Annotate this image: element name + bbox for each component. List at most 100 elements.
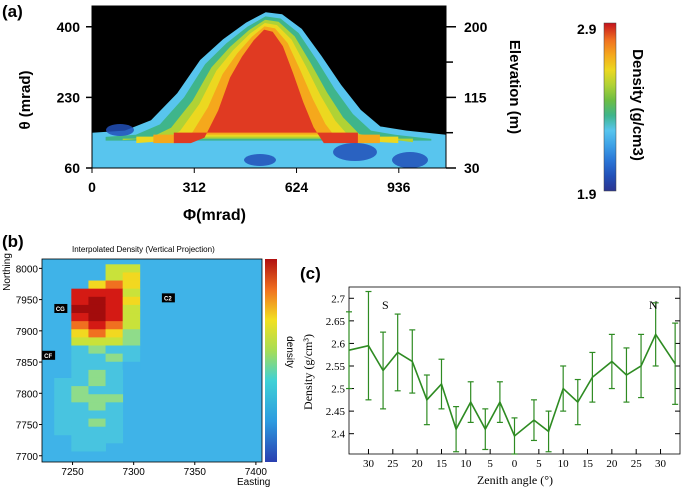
density-cell [88, 345, 106, 355]
density-cell [105, 402, 124, 411]
panel-b: (b) Interpolated Density (Vertical Proje… [2, 232, 295, 488]
density-cell [54, 418, 72, 428]
b-y-tick-label-7700: 7700 [16, 452, 39, 463]
panel-a-ylabel-right: Elevation (m) [506, 40, 523, 134]
density-cell [88, 402, 106, 411]
density-cell [71, 369, 89, 379]
density-cell [105, 321, 124, 330]
b-y-tick-label-7800: 7800 [16, 389, 39, 400]
c-x-tick-label: 15 [582, 458, 594, 470]
density-cell [122, 280, 141, 290]
density-cell [88, 280, 106, 290]
density-cell [105, 288, 124, 298]
series-line-density [348, 332, 676, 438]
density-cell [71, 313, 89, 322]
panel-b-title: Interpolated Density (Vertical Projectio… [72, 245, 215, 254]
density-cell [71, 345, 89, 355]
density-cell [105, 410, 124, 419]
colorbar-a-min: 1.9 [577, 186, 597, 202]
density-cell [71, 386, 89, 395]
a-x-tick-label-936: 936 [387, 179, 411, 195]
site-label-c2: C2 [164, 296, 172, 302]
density-cell [71, 426, 89, 436]
b-y-tick-label-7900: 7900 [16, 327, 39, 338]
panel-b-ylabel: Northing [2, 253, 13, 291]
panel-c-ylabel: Density (g/cm³) [301, 334, 315, 410]
density-cell [88, 361, 106, 371]
density-cell [105, 337, 124, 346]
c-x-tick-label: 10 [558, 458, 570, 470]
density-cell [122, 361, 141, 371]
density-cell [122, 345, 141, 355]
c-y-tick-label: 2.65 [326, 316, 346, 328]
b-x-tick-label-7250: 7250 [61, 467, 84, 478]
density-cell [122, 313, 141, 322]
a-x-tick-label-0: 0 [88, 179, 96, 195]
panel-a-density-map [92, 12, 446, 168]
panel-a-ticks: 0 312 624 936 400 230 60 200 115 30 [57, 19, 488, 195]
panel-c: (c) 2.4 2.45 2.5 2.55 2.6 2.65 2.7 30 25 20 15 10 5 0… [300, 264, 681, 487]
density-cell [105, 345, 124, 355]
density-cell [71, 410, 89, 419]
panel-a: (a) 0 312 624 936 400 230 60 200 115 30 Φ(mrad) θ… [2, 2, 646, 224]
c-x-tick-label: 20 [412, 458, 424, 470]
panel-c-series [346, 290, 679, 455]
c-x-tick-label: 0 [512, 458, 518, 470]
density-cell [105, 426, 124, 436]
density-cell [122, 353, 141, 363]
density-cell [105, 418, 124, 428]
density-cell [54, 386, 72, 395]
density-cell [105, 353, 124, 363]
density-cell [71, 337, 89, 346]
b-x-tick-label-7400: 7400 [245, 467, 268, 478]
c-y-tick-label: 2.55 [326, 361, 346, 373]
density-cell [71, 402, 89, 411]
panel-c-label: (c) [300, 264, 321, 283]
shell-red [173, 29, 358, 144]
density-cell [122, 264, 141, 273]
density-cell [105, 394, 124, 403]
c-y-tick-label: 2.6 [331, 338, 345, 350]
density-cell [122, 329, 141, 338]
site-label-cf: CF [44, 354, 52, 360]
a-yl-tick-label-400: 400 [57, 19, 81, 35]
c-x-tick-label: 5 [536, 458, 542, 470]
density-cell [122, 337, 141, 346]
density-cell [88, 313, 106, 322]
c-y-tick-label: 2.7 [331, 293, 345, 305]
a-yr-tick-label-200: 200 [464, 19, 488, 35]
density-cell [88, 369, 106, 379]
c-x-tick-label: 15 [436, 458, 448, 470]
density-cell [122, 272, 141, 281]
a-x-tick-label-312: 312 [183, 179, 207, 195]
a-yr-tick-label-30: 30 [464, 160, 480, 176]
density-cell [105, 272, 124, 281]
panel-a-ylabel-left: θ (mrad) [17, 71, 34, 130]
density-cell [71, 377, 89, 387]
b-x-tick-label-7350: 7350 [184, 467, 207, 478]
density-cell [54, 377, 72, 387]
density-cell [88, 434, 106, 444]
low-density-pocket-4 [244, 154, 276, 166]
density-cell [88, 377, 106, 387]
b-y-tick-label-8000: 8000 [16, 264, 39, 275]
panel-a-label: (a) [2, 2, 23, 21]
a-yl-tick-label-230: 230 [57, 89, 81, 105]
density-cell [122, 288, 141, 298]
density-cell [88, 426, 106, 436]
density-cell [88, 304, 106, 314]
density-cell [88, 418, 106, 428]
panel-b-site-labels: CG C2 CF [42, 293, 175, 360]
panel-b-label: (b) [2, 232, 24, 251]
low-density-pocket-1 [106, 124, 134, 136]
density-cell [105, 304, 124, 314]
density-cell [105, 329, 124, 338]
density-cell [71, 353, 89, 363]
density-cell [71, 321, 89, 330]
density-cell [122, 304, 141, 314]
c-x-tick-label: 30 [655, 458, 667, 470]
panel-b-colorbar-label: density [284, 336, 295, 368]
density-cell [105, 386, 124, 395]
density-cell [105, 377, 124, 387]
